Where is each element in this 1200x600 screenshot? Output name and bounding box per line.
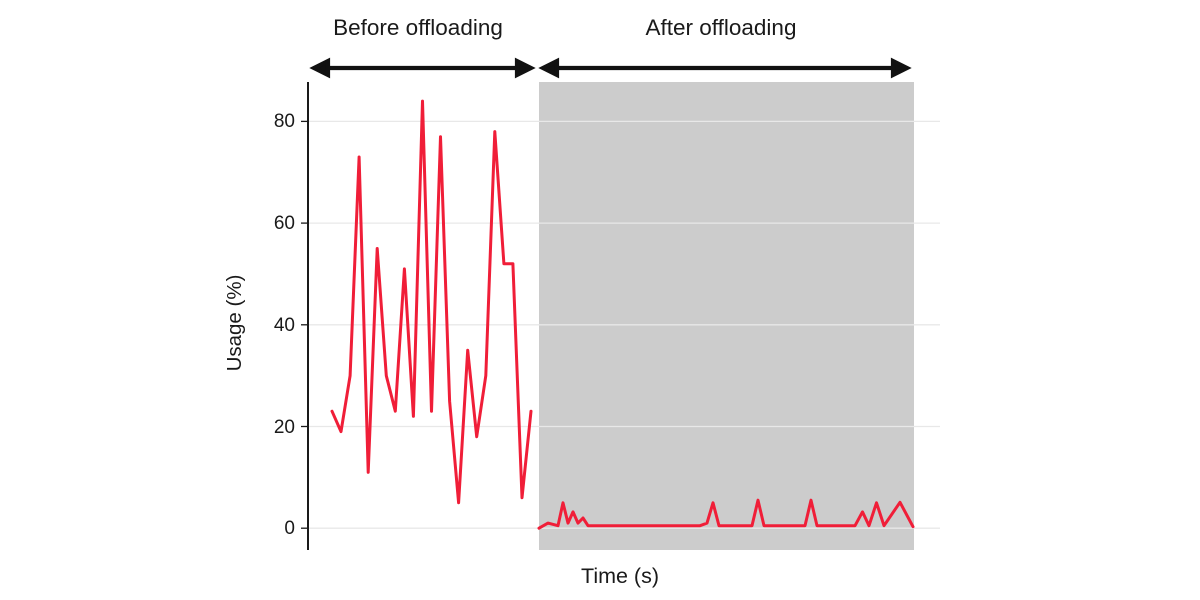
svg-text:80: 80 — [274, 111, 295, 132]
svg-text:0: 0 — [284, 518, 295, 539]
svg-text:Time (s): Time (s) — [581, 564, 659, 588]
svg-text:Usage (%): Usage (%) — [223, 275, 246, 372]
svg-text:Before offloading: Before offloading — [333, 15, 503, 40]
svg-text:60: 60 — [274, 213, 295, 234]
svg-text:40: 40 — [274, 315, 295, 336]
svg-text:After offloading: After offloading — [646, 15, 797, 40]
svg-text:20: 20 — [274, 417, 295, 438]
